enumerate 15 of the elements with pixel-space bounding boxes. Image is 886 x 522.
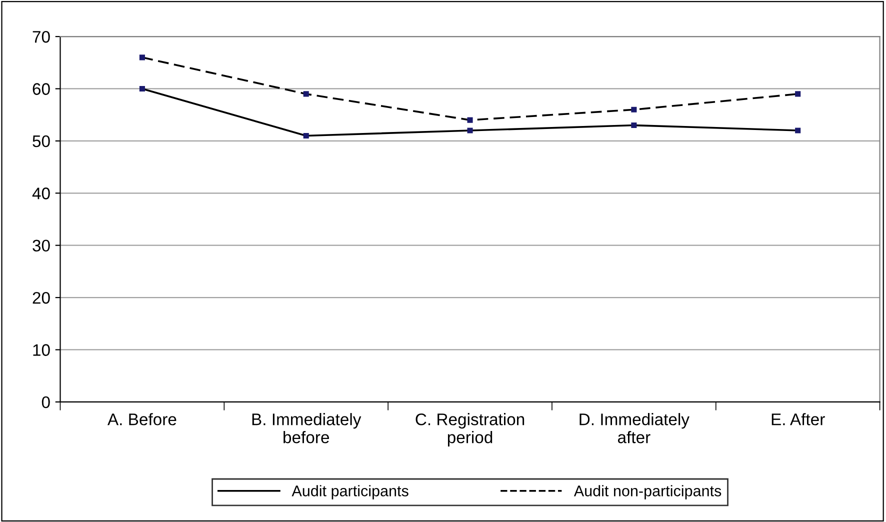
x-tick-label: B. Immediately before	[252, 413, 362, 444]
y-tick-label: 10	[33, 344, 50, 356]
x-tick-label: E. After	[772, 413, 825, 426]
x-tick-label: C. Registration period	[416, 413, 524, 447]
legend-label: Audit non-participants	[574, 485, 722, 500]
y-tick-label: 70	[32, 30, 50, 43]
y-tick-label: 50	[32, 135, 50, 148]
y-tick-label: 0	[42, 396, 50, 408]
y-tick-label: 60	[32, 83, 50, 95]
x-tick-label: A. Before	[107, 413, 176, 426]
y-tick-label: 30	[32, 240, 50, 252]
y-tick-label: 20	[32, 292, 50, 304]
y-tick-label: 40	[32, 188, 50, 200]
legend-label: Audit participants	[292, 485, 408, 500]
x-tick-label: D. Immediately after	[580, 413, 690, 444]
